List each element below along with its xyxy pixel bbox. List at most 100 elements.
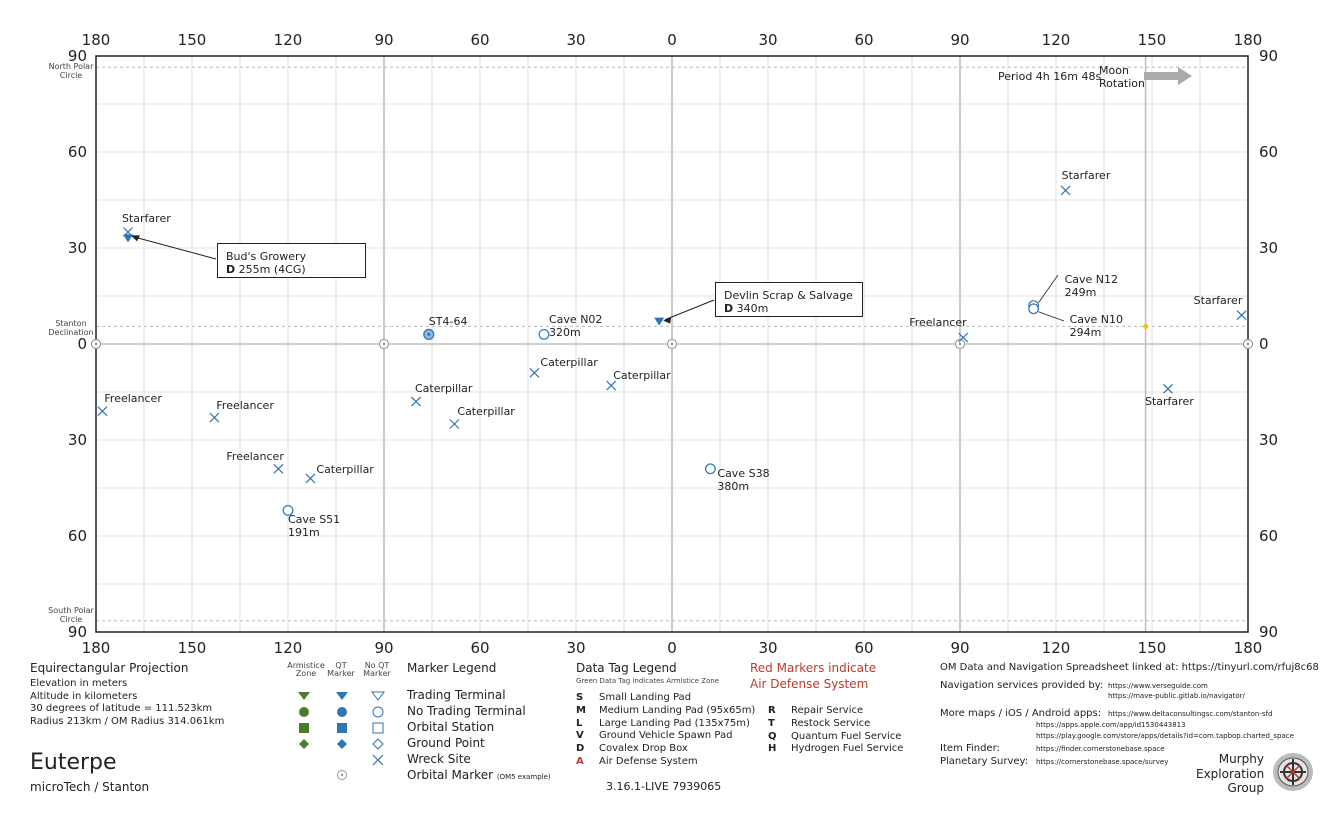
declination-star-icon	[1143, 323, 1149, 329]
noqt-station-icon	[372, 722, 384, 734]
survey-label: Planetary Survey:	[940, 756, 1029, 767]
group-logo-icon	[1273, 753, 1313, 791]
callout-detail: D 340m	[724, 302, 769, 315]
legend-trading-terminal: Trading Terminal	[407, 688, 506, 702]
armistice-no-trading-icon	[299, 707, 309, 717]
wreck-icon	[372, 754, 384, 766]
y-tick-label: 60	[67, 143, 87, 161]
wreck-site-icon	[411, 396, 421, 407]
callout-arrowhead	[663, 316, 672, 324]
wreck-site-icon	[529, 367, 540, 378]
y-tick-label: 90	[67, 47, 87, 65]
noqt-trading-icon	[371, 691, 385, 701]
red-note-1: Red Markers indicate	[750, 661, 877, 675]
stanton-declination-label: Stanton Declination	[48, 319, 94, 337]
callout-leader-line	[131, 235, 217, 260]
y-tick-label: 0	[1259, 335, 1269, 353]
orbital-station-dot	[427, 332, 431, 336]
y-tick-label: 30	[67, 431, 87, 449]
marker-label: Freelancer	[104, 392, 162, 406]
north-polar-label: North Polar Circle	[48, 62, 94, 80]
wreck-site-icon	[958, 332, 969, 343]
group-name: Murphy Exploration Group	[1196, 752, 1265, 795]
x-tick-label: 150	[1137, 639, 1167, 657]
om-data-link[interactable]: OM Data and Navigation Spreadsheet linke…	[940, 662, 1319, 673]
rotation-label: Moon Rotation	[1099, 64, 1146, 90]
nav-services-label: Navigation services provided by:	[940, 680, 1104, 691]
legend-col-noqt: No QT Marker	[363, 661, 391, 678]
rotation-arrow-icon	[1144, 67, 1192, 85]
y-tick-label: 60	[1259, 527, 1279, 545]
x-tick-label: 90	[950, 639, 970, 657]
qt-trading-icon	[336, 692, 348, 700]
orbital-marker-icon	[337, 770, 347, 780]
armistice-ground-icon	[299, 739, 309, 749]
marker-label: Starfarer	[1193, 294, 1243, 308]
y-tick-label: 0	[77, 335, 87, 353]
wreck-site-icon	[1060, 185, 1071, 196]
marker-label: Freelancer	[909, 315, 967, 329]
x-tick-label: 180	[81, 31, 111, 49]
ground-point-icon	[282, 505, 294, 516]
x-tick-label: 120	[273, 639, 303, 657]
x-tick-label: 120	[273, 31, 303, 49]
x-tick-label: 180	[1233, 31, 1263, 49]
legend-ground-point: Ground Point	[407, 736, 485, 750]
x-tick-label: 90	[950, 31, 970, 49]
trading-terminal-icon	[654, 317, 665, 326]
wreck-site-icon	[209, 412, 220, 423]
orbital-marker-dot	[1246, 342, 1250, 346]
x-tick-label: 150	[1137, 31, 1167, 49]
callout-title: Bud's Growery	[226, 250, 307, 263]
callout-buds-growery[interactable]: Bud's Growery D 255m (4CG)	[217, 243, 366, 278]
survey-url[interactable]: https://cornerstonebase.space/survey	[1036, 758, 1169, 766]
x-tick-label: 90	[374, 639, 394, 657]
wreck-site-icon	[1163, 383, 1173, 394]
marker-label: Cave N12 249m	[1064, 272, 1119, 299]
more-maps-label: More maps / iOS / Android apps:	[940, 708, 1102, 719]
more-maps-url-0[interactable]: https://www.deltaconsultingsc.com/stanto…	[1108, 710, 1273, 718]
marker-legend-rows: Trading Terminal No Trading Terminal Orb…	[407, 687, 551, 785]
marker-label: Starfarer	[122, 212, 171, 225]
marker-label: Cave S38 380m	[717, 466, 770, 493]
label-leader-line	[1038, 311, 1065, 322]
legend-col-qt: QT Marker	[327, 661, 355, 678]
marker-legend-title: Marker Legend	[407, 661, 497, 675]
orbital-marker-dot	[382, 342, 386, 346]
armistice-trading-icon	[298, 692, 310, 700]
marker-label: Caterpillar	[613, 368, 671, 382]
marker-label: Cave N10 294m	[1069, 312, 1124, 339]
data-tag-keys-left: S Small Landing Pad M Medium Landing Pad (…	[576, 692, 756, 767]
marker-label: Caterpillar	[316, 463, 374, 477]
x-tick-label: 60	[470, 31, 490, 49]
wreck-site-icon	[273, 463, 284, 474]
wreck-site-icon	[305, 473, 316, 484]
x-tick-label: 30	[758, 31, 778, 49]
x-tick-label: 30	[566, 639, 586, 657]
x-tick-label: 180	[81, 639, 111, 657]
nav-services-urls[interactable]: https://www.verseguide.com https://mave-…	[1108, 682, 1245, 700]
south-polar-label: South Polar Circle	[48, 606, 94, 624]
marker-legend-symbols	[298, 691, 385, 780]
y-tick-label: 90	[1259, 47, 1279, 65]
more-maps-urls[interactable]: https://apps.apple.com/app/id1530443813 …	[1036, 721, 1294, 740]
red-note-2: Air Defense System	[750, 677, 869, 691]
wreck-site-icon	[449, 419, 460, 429]
x-tick-label: 30	[758, 639, 778, 657]
item-finder-url[interactable]: https://finder.cornerstonebase.space	[1036, 745, 1165, 753]
marker-label: Caterpillar	[540, 355, 598, 369]
rotation-period: Period 4h 16m 48s	[998, 70, 1102, 83]
callout-detail: D 255m (4CG)	[226, 263, 306, 276]
legend-wreck-site: Wreck Site	[407, 752, 471, 766]
callout-devlin-scrap[interactable]: Devlin Scrap & Salvage D 340m	[715, 282, 863, 317]
wreck-site-icon	[606, 380, 617, 391]
wreck-site-icon	[97, 406, 108, 417]
noqt-ground-icon	[372, 738, 384, 750]
x-tick-label: 180	[1233, 639, 1263, 657]
x-tick-label: 60	[854, 31, 874, 49]
data-tag-legend-subtitle: Green Data Tag indicates Armistice Zone	[576, 677, 720, 685]
data-tag-keys-right: R Repair Service T Restock Service Q Quantu…	[768, 705, 904, 755]
orbital-marker-dot	[94, 342, 98, 346]
label-leader-line	[1038, 274, 1059, 303]
callout-leader-line	[665, 299, 715, 321]
